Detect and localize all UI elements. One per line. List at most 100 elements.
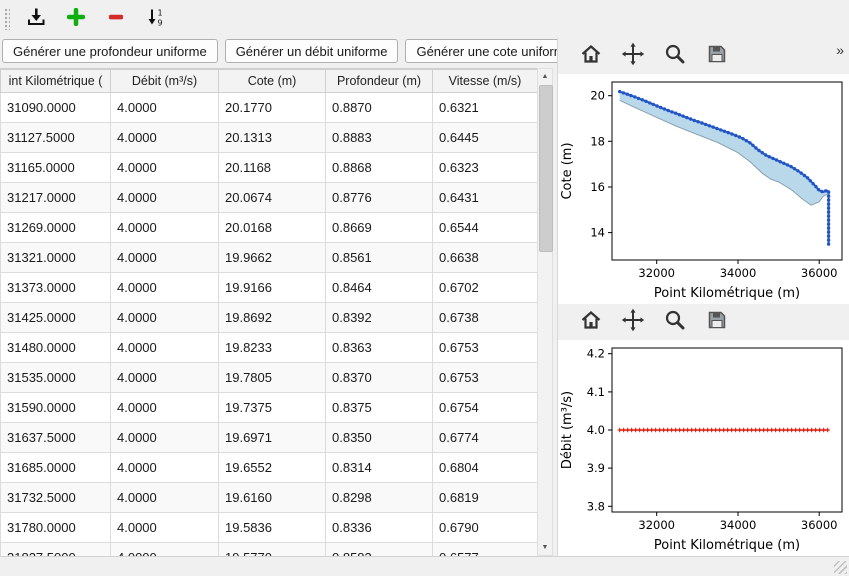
column-header[interactable]: Cote (m) xyxy=(218,69,326,93)
sort-button[interactable]: 1 9 xyxy=(142,5,170,33)
table-row[interactable]: 31732.5000 4.0000 19.6160 0.8298 0.6819 xyxy=(0,482,537,513)
column-header[interactable]: Profondeur (m) xyxy=(325,69,433,93)
table-row[interactable]: 31425.0000 4.0000 19.8692 0.8392 0.6738 xyxy=(0,302,537,333)
table-cell[interactable]: 4.0000 xyxy=(110,482,219,513)
table-row[interactable]: 31480.0000 4.0000 19.8233 0.8363 0.6753 xyxy=(0,332,537,363)
table-cell[interactable]: 0.6431 xyxy=(432,182,537,213)
zoom-button[interactable] xyxy=(662,43,688,69)
scrollbar-thumb[interactable] xyxy=(539,85,553,252)
table-cell[interactable]: 0.8375 xyxy=(325,392,433,423)
generate-flow-button[interactable]: Générer un débit uniforme xyxy=(224,39,399,63)
table-cell[interactable]: 4.0000 xyxy=(110,152,219,183)
table-cell[interactable]: 0.8392 xyxy=(325,302,433,333)
table-row[interactable]: 31590.0000 4.0000 19.7375 0.8375 0.6754 xyxy=(0,392,537,423)
table-cell[interactable]: 0.6577 xyxy=(432,542,537,557)
scroll-up-button[interactable]: ▲ xyxy=(541,73,549,80)
table-cell[interactable]: 4.0000 xyxy=(110,122,219,153)
table-cell[interactable]: 4.0000 xyxy=(110,92,219,123)
generate-depth-button[interactable]: Générer une profondeur uniforme xyxy=(2,39,218,63)
table-cell[interactable]: 19.5836 xyxy=(218,512,326,543)
table-cell[interactable]: 0.8561 xyxy=(325,242,433,273)
table-cell[interactable]: 0.6753 xyxy=(432,362,537,393)
import-button[interactable] xyxy=(22,5,50,33)
table-cell[interactable]: 4.0000 xyxy=(110,452,219,483)
table-row[interactable]: 31685.0000 4.0000 19.6552 0.8314 0.6804 xyxy=(0,452,537,483)
table-cell[interactable]: 31685.0000 xyxy=(0,452,111,483)
table-cell[interactable]: 19.7375 xyxy=(218,392,326,423)
table-cell[interactable]: 31780.0000 xyxy=(0,512,111,543)
table-cell[interactable]: 0.8868 xyxy=(325,152,433,183)
table-row[interactable]: 31165.0000 4.0000 20.1168 0.8868 0.6323 xyxy=(0,152,537,183)
table-cell[interactable]: 19.7805 xyxy=(218,362,326,393)
table-cell[interactable]: 19.5770 xyxy=(218,542,326,557)
table-cell[interactable]: 19.9662 xyxy=(218,242,326,273)
table-cell[interactable]: 0.6790 xyxy=(432,512,537,543)
column-header[interactable]: Vitesse (m/s) xyxy=(432,69,537,93)
table-row[interactable]: 31780.0000 4.0000 19.5836 0.8336 0.6790 xyxy=(0,512,537,543)
table-cell[interactable]: 31480.0000 xyxy=(0,332,111,363)
table-cell[interactable]: 20.0168 xyxy=(218,212,326,243)
table-cell[interactable]: 4.0000 xyxy=(110,332,219,363)
table-cell[interactable]: 0.6445 xyxy=(432,122,537,153)
table-cell[interactable]: 0.6321 xyxy=(432,92,537,123)
table-cell[interactable]: 4.0000 xyxy=(110,212,219,243)
table-cell[interactable]: 0.6738 xyxy=(432,302,537,333)
table-cell[interactable]: 0.8336 xyxy=(325,512,433,543)
table-cell[interactable]: 20.1168 xyxy=(218,152,326,183)
table-cell[interactable]: 0.8464 xyxy=(325,272,433,303)
table-cell[interactable]: 0.6638 xyxy=(432,242,537,273)
home-button[interactable] xyxy=(578,43,604,69)
table-cell[interactable]: 0.8669 xyxy=(325,212,433,243)
save-figure-button[interactable] xyxy=(704,43,730,69)
table-cell[interactable]: 31217.0000 xyxy=(0,182,111,213)
table-cell[interactable]: 4.0000 xyxy=(110,362,219,393)
table-cell[interactable]: 0.6804 xyxy=(432,452,537,483)
table-cell[interactable]: 19.6552 xyxy=(218,452,326,483)
pan-button[interactable] xyxy=(620,308,646,335)
table-cell[interactable]: 0.8350 xyxy=(325,422,433,453)
table-cell[interactable]: 4.0000 xyxy=(110,242,219,273)
table-cell[interactable]: 4.0000 xyxy=(110,392,219,423)
table-cell[interactable]: 4.0000 xyxy=(110,302,219,333)
table-cell[interactable]: 0.6754 xyxy=(432,392,537,423)
table-cell[interactable]: 31165.0000 xyxy=(0,152,111,183)
remove-row-button[interactable] xyxy=(102,5,130,33)
table-row[interactable]: 31269.0000 4.0000 20.0168 0.8669 0.6544 xyxy=(0,212,537,243)
table-cell[interactable]: 4.0000 xyxy=(110,542,219,557)
table-cell[interactable]: 19.9166 xyxy=(218,272,326,303)
table-cell[interactable]: 0.6753 xyxy=(432,332,537,363)
table-row[interactable]: 31127.5000 4.0000 20.1313 0.8883 0.6445 xyxy=(0,122,537,153)
save-figure-button[interactable] xyxy=(704,309,730,335)
table-cell[interactable]: 0.8314 xyxy=(325,452,433,483)
resize-grip-icon[interactable] xyxy=(834,561,847,574)
table-cell[interactable]: 20.0674 xyxy=(218,182,326,213)
table-row[interactable]: 31217.0000 4.0000 20.0674 0.8776 0.6431 xyxy=(0,182,537,213)
table-cell[interactable]: 31321.0000 xyxy=(0,242,111,273)
table-cell[interactable]: 0.6323 xyxy=(432,152,537,183)
table-scrollbar[interactable]: ▲ ▼ xyxy=(537,68,553,556)
table-cell[interactable]: 31637.5000 xyxy=(0,422,111,453)
table-cell[interactable]: 0.8370 xyxy=(325,362,433,393)
table-row[interactable]: 31535.0000 4.0000 19.7805 0.8370 0.6753 xyxy=(0,362,537,393)
table-cell[interactable]: 31425.0000 xyxy=(0,302,111,333)
table-cell[interactable]: 0.8298 xyxy=(325,482,433,513)
table-cell[interactable]: 31373.0000 xyxy=(0,272,111,303)
debit-chart[interactable]: 32000 34000 36000 3.8 3.9 4.0 4.1 4.2 Point Kilo… xyxy=(558,340,849,556)
table-cell[interactable]: 0.8776 xyxy=(325,182,433,213)
table-cell[interactable]: 19.8692 xyxy=(218,302,326,333)
table-cell[interactable]: 19.6160 xyxy=(218,482,326,513)
table-cell[interactable]: 31732.5000 xyxy=(0,482,111,513)
toolbar-drag-handle[interactable] xyxy=(4,8,10,30)
home-button[interactable] xyxy=(578,309,604,335)
table-cell[interactable]: 0.8870 xyxy=(325,92,433,123)
table-cell[interactable]: 31535.0000 xyxy=(0,362,111,393)
column-header[interactable]: Débit (m³/s) xyxy=(110,69,219,93)
table-cell[interactable]: 20.1313 xyxy=(218,122,326,153)
table-row[interactable]: 31321.0000 4.0000 19.9662 0.8561 0.6638 xyxy=(0,242,537,273)
table-cell[interactable]: 0.6702 xyxy=(432,272,537,303)
zoom-button[interactable] xyxy=(662,309,688,335)
add-row-button[interactable] xyxy=(62,5,90,33)
table-cell[interactable]: 0.8583 xyxy=(325,542,433,557)
generate-level-button[interactable]: Générer une cote uniforme xyxy=(405,39,583,63)
